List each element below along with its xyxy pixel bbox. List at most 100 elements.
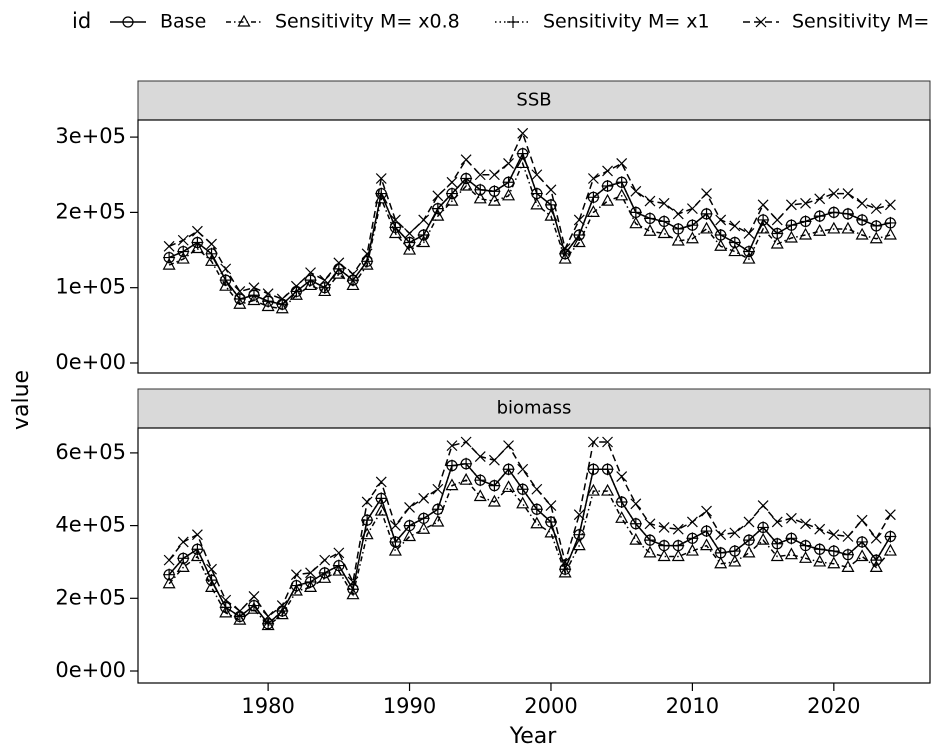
point bbox=[445, 459, 458, 472]
point bbox=[757, 500, 769, 512]
point bbox=[333, 547, 345, 559]
point bbox=[602, 436, 613, 448]
point bbox=[191, 236, 204, 249]
strip bbox=[137, 388, 931, 429]
point bbox=[191, 225, 203, 237]
point bbox=[672, 208, 684, 220]
point bbox=[431, 503, 444, 516]
point bbox=[389, 214, 401, 226]
point bbox=[841, 221, 855, 234]
point bbox=[545, 500, 557, 512]
point bbox=[247, 293, 261, 306]
point bbox=[474, 451, 486, 462]
point bbox=[799, 227, 813, 240]
point bbox=[516, 156, 530, 169]
point bbox=[176, 560, 190, 573]
point bbox=[233, 612, 247, 625]
series-line bbox=[168, 151, 891, 306]
point bbox=[473, 191, 487, 204]
point bbox=[304, 278, 318, 291]
point bbox=[714, 239, 728, 251]
point bbox=[517, 463, 529, 475]
point bbox=[375, 476, 387, 488]
point bbox=[884, 509, 896, 521]
point bbox=[587, 191, 600, 204]
point bbox=[573, 228, 586, 241]
point bbox=[276, 293, 288, 305]
point bbox=[799, 215, 812, 228]
point bbox=[657, 226, 671, 239]
point bbox=[233, 292, 246, 305]
y-tick-label: 2e+05 bbox=[55, 585, 126, 609]
point bbox=[446, 176, 458, 188]
point bbox=[531, 169, 543, 181]
point bbox=[460, 457, 473, 470]
point bbox=[176, 251, 190, 264]
point bbox=[318, 281, 331, 294]
point bbox=[813, 554, 827, 567]
point bbox=[729, 527, 741, 539]
point bbox=[247, 601, 261, 614]
point bbox=[856, 535, 869, 548]
point bbox=[262, 617, 275, 630]
point bbox=[190, 241, 204, 254]
point bbox=[629, 532, 643, 545]
point bbox=[714, 228, 727, 241]
point bbox=[488, 169, 500, 181]
point bbox=[219, 278, 233, 291]
point bbox=[417, 228, 430, 241]
point bbox=[615, 176, 628, 189]
point bbox=[318, 571, 332, 583]
point bbox=[841, 207, 854, 220]
point bbox=[459, 472, 473, 485]
x-axis-label: Year bbox=[509, 724, 558, 749]
point bbox=[629, 517, 642, 530]
point bbox=[884, 530, 897, 543]
point bbox=[445, 193, 459, 206]
point bbox=[771, 227, 784, 240]
point bbox=[643, 545, 657, 558]
legend-marker bbox=[507, 16, 519, 28]
point bbox=[431, 202, 444, 215]
point bbox=[234, 286, 246, 297]
point bbox=[572, 538, 586, 551]
point bbox=[276, 600, 288, 611]
point bbox=[728, 554, 742, 567]
point bbox=[474, 474, 487, 487]
point bbox=[404, 228, 415, 239]
point bbox=[729, 220, 741, 232]
x-tick-label: 1980 bbox=[241, 694, 294, 718]
panel-border bbox=[137, 119, 931, 374]
point bbox=[587, 173, 599, 184]
point bbox=[770, 549, 784, 562]
point bbox=[162, 576, 176, 589]
point bbox=[644, 195, 656, 207]
point bbox=[756, 532, 770, 545]
point bbox=[643, 212, 656, 225]
point bbox=[347, 576, 359, 588]
point bbox=[389, 535, 402, 548]
point bbox=[361, 514, 374, 527]
point bbox=[686, 219, 699, 232]
point bbox=[573, 509, 585, 521]
point bbox=[728, 545, 741, 558]
series-line bbox=[168, 479, 891, 627]
point bbox=[827, 545, 840, 558]
point bbox=[177, 536, 189, 548]
point bbox=[630, 185, 642, 197]
point bbox=[742, 251, 756, 264]
point bbox=[503, 158, 514, 169]
point bbox=[658, 521, 670, 533]
point bbox=[530, 503, 543, 516]
point bbox=[714, 546, 727, 559]
point bbox=[459, 178, 473, 191]
point bbox=[318, 566, 331, 579]
point bbox=[333, 257, 345, 269]
point bbox=[686, 516, 698, 528]
point bbox=[842, 188, 854, 199]
point bbox=[220, 263, 232, 275]
point bbox=[700, 525, 713, 538]
point bbox=[304, 580, 318, 592]
point bbox=[715, 529, 727, 541]
y-tick-label: 2e+05 bbox=[55, 199, 126, 223]
